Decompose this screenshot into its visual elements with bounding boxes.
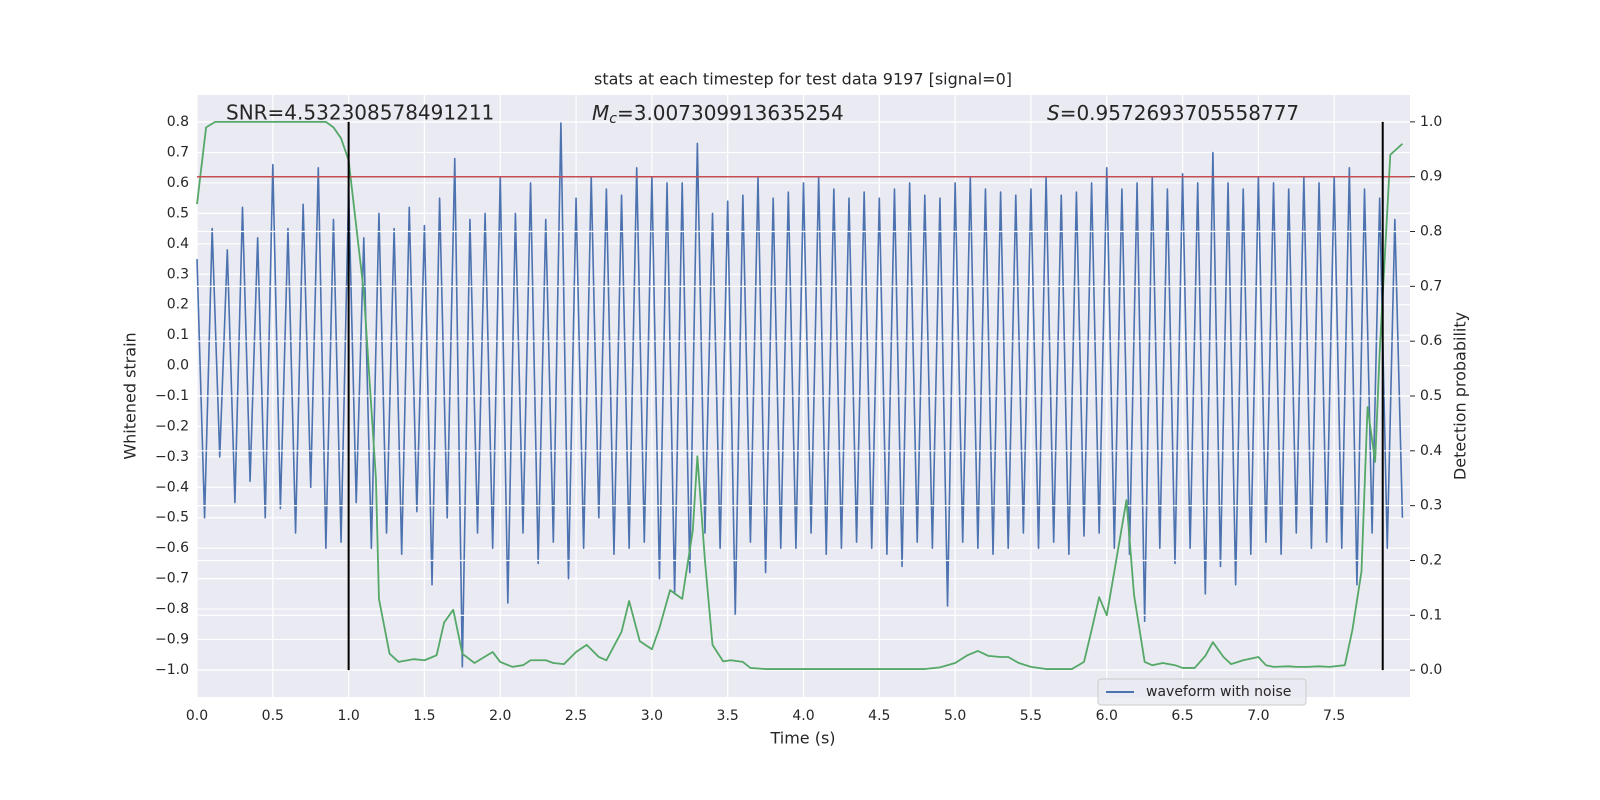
- x-tick-label: 4.0: [792, 708, 814, 724]
- x-tick-label: 6.5: [1171, 708, 1193, 724]
- x-tick-label: 2.5: [565, 708, 587, 724]
- y2-tick-label: 1.0: [1420, 114, 1442, 130]
- y-tick-label: −0.2: [155, 418, 189, 434]
- x-tick-label: 1.0: [337, 708, 359, 724]
- x-tick-label: 0.5: [262, 708, 284, 724]
- y2-tick-label: 0.9: [1420, 169, 1442, 185]
- x-tick-label: 5.5: [1020, 708, 1042, 724]
- y2-tick-label: 0.0: [1420, 662, 1442, 678]
- y-tick-label: 0.4: [167, 236, 189, 252]
- annotation: S=0.9572693705558777: [1047, 101, 1299, 125]
- y-tick-label: −1.0: [155, 662, 189, 678]
- legend-label: waveform with noise: [1146, 684, 1291, 700]
- waveform-line: [196, 121, 1404, 668]
- y2-axis-label: Detection probability: [1451, 312, 1470, 480]
- annotation-text: =3.007309913635254: [617, 101, 844, 125]
- y-tick-label: −0.5: [155, 510, 189, 526]
- x-tick-label: 0.0: [186, 708, 208, 724]
- x-tick-label: 2.0: [489, 708, 511, 724]
- x-tick-label: 5.0: [944, 708, 966, 724]
- annotation: SNR=4.532308578491211: [226, 101, 494, 125]
- x-tick-label: 7.5: [1323, 708, 1345, 724]
- legend-box: [1097, 678, 1307, 706]
- probability-line: [196, 120, 1404, 670]
- y-tick-label: −0.3: [155, 449, 189, 465]
- annotation-subscript: c: [609, 111, 617, 127]
- y2-tick-label: 0.4: [1420, 443, 1442, 459]
- y2-tick-label: 0.8: [1420, 224, 1442, 240]
- chart-title: stats at each timestep for test data 919…: [594, 70, 1012, 89]
- x-tick-label: 3.5: [717, 708, 739, 724]
- x-tick-label: 6.0: [1096, 708, 1118, 724]
- y-tick-label: −0.8: [155, 601, 189, 617]
- x-axis-label: Time (s): [769, 729, 835, 748]
- y-tick-label: −0.9: [155, 631, 189, 647]
- x-tick-label: 4.5: [868, 708, 890, 724]
- y2-tick-label: 0.3: [1420, 498, 1442, 514]
- y2-tick-label: 0.1: [1420, 607, 1442, 623]
- annotation: Mc=3.007309913635254: [592, 101, 844, 128]
- legend: waveform with noise: [1097, 678, 1307, 706]
- y-tick-label: −0.4: [155, 479, 189, 495]
- annotation-symbol: S: [1047, 101, 1060, 125]
- y-tick-label: 0.5: [167, 205, 189, 221]
- y2-tick-label: 0.7: [1420, 278, 1442, 294]
- y-tick-label: 0.2: [167, 297, 189, 313]
- annotation-symbol: M: [592, 101, 609, 125]
- x-tick-label: 7.0: [1247, 708, 1269, 724]
- y2-tick-label: 0.2: [1420, 552, 1442, 568]
- y-tick-label: 0.0: [167, 358, 189, 374]
- y-tick-label: 0.8: [167, 114, 189, 130]
- x-tick-label: 3.0: [641, 708, 663, 724]
- y-tick-label: −0.7: [155, 571, 189, 587]
- y-tick-label: −0.1: [155, 388, 189, 404]
- y-axis-label: Whitened strain: [121, 332, 140, 459]
- y2-tick-label: 0.5: [1420, 388, 1442, 404]
- y-tick-label: 0.1: [167, 327, 189, 343]
- annotation-text: =0.9572693705558777: [1060, 101, 1299, 125]
- y-tick-label: 0.7: [167, 145, 189, 161]
- layer-above: [196, 120, 1410, 671]
- y2-tick-label: 0.6: [1420, 333, 1442, 349]
- y-tick-label: 0.6: [167, 175, 189, 191]
- y-tick-label: 0.3: [167, 266, 189, 282]
- x-tick-label: 1.5: [413, 708, 435, 724]
- y-tick-label: −0.6: [155, 540, 189, 556]
